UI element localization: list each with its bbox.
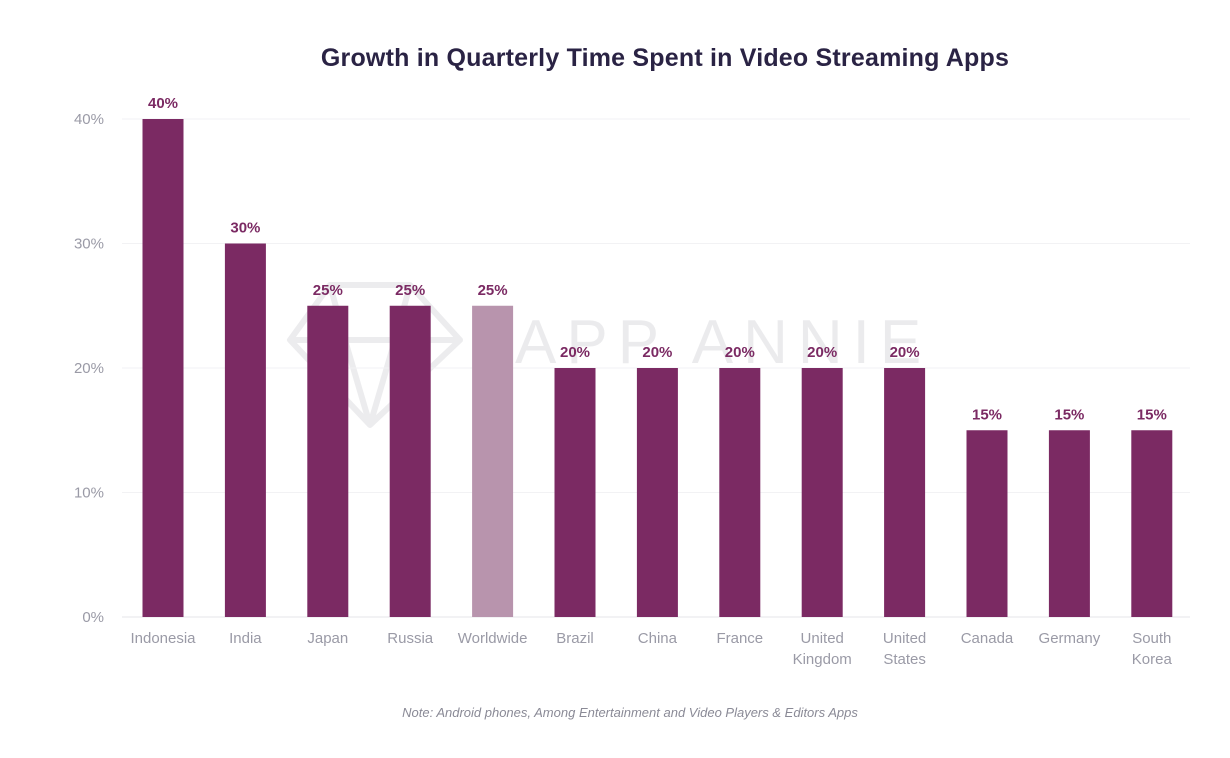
y-tick-label: 10% bbox=[74, 485, 104, 502]
bar bbox=[719, 368, 761, 617]
bar-value-label: 15% bbox=[1054, 406, 1084, 423]
x-category-label: South bbox=[1132, 630, 1171, 647]
bar bbox=[801, 368, 843, 617]
x-category-label: China bbox=[638, 630, 678, 647]
x-category-label: Brazil bbox=[556, 630, 594, 647]
bar-value-label: 20% bbox=[807, 344, 837, 361]
bar bbox=[142, 119, 184, 617]
x-category-label: Canada bbox=[961, 630, 1014, 647]
bar-value-label: 25% bbox=[395, 282, 425, 299]
y-tick-label: 30% bbox=[74, 236, 104, 253]
x-category-label: France bbox=[716, 630, 763, 647]
x-category-label: India bbox=[229, 630, 262, 647]
x-category-label: Indonesia bbox=[130, 630, 196, 647]
bars bbox=[142, 119, 1173, 617]
bar-value-label: 20% bbox=[890, 344, 920, 361]
y-tick-label: 40% bbox=[74, 111, 104, 128]
watermark-text: APP ANNIE bbox=[515, 308, 931, 377]
bar-value-label: 25% bbox=[478, 282, 508, 299]
x-category-label: States bbox=[883, 651, 926, 668]
x-category-label: Kingdom bbox=[793, 651, 852, 668]
bar-value-label: 20% bbox=[560, 344, 590, 361]
bar bbox=[554, 368, 596, 617]
bar-value-label: 25% bbox=[313, 282, 343, 299]
y-tick-label: 20% bbox=[74, 360, 104, 377]
x-category-label: United bbox=[801, 630, 844, 647]
x-axis: Indonesia India Japan Russia Worldwide Brazil… bbox=[130, 630, 1172, 668]
y-axis: 0% 10% 20% 30% 40% bbox=[74, 111, 104, 626]
bar bbox=[224, 243, 266, 617]
bar bbox=[307, 305, 349, 617]
bar bbox=[884, 368, 926, 617]
bar-value-label: 15% bbox=[972, 406, 1002, 423]
x-category-label: Germany bbox=[1039, 630, 1101, 647]
bar bbox=[1131, 430, 1173, 617]
bar bbox=[472, 305, 514, 617]
bar-value-label: 20% bbox=[642, 344, 672, 361]
x-category-label: Japan bbox=[307, 630, 348, 647]
y-tick-label: 0% bbox=[82, 609, 104, 626]
bar bbox=[966, 430, 1008, 617]
bar-value-label: 15% bbox=[1137, 406, 1167, 423]
x-category-label: Worldwide bbox=[458, 630, 528, 647]
value-labels: 40% 30% 25% 25% 25% 20% 20% 20% 20% 20% 15% 15% 15% bbox=[148, 95, 1167, 423]
x-category-label: Russia bbox=[387, 630, 434, 647]
bar-value-label: 40% bbox=[148, 95, 178, 112]
chart-note: Note: Android phones, Among Entertainmen… bbox=[402, 705, 858, 720]
chart-title: Growth in Quarterly Time Spent in Video … bbox=[320, 44, 1010, 72]
bar bbox=[1048, 430, 1090, 617]
bar bbox=[636, 368, 678, 617]
bar-value-label: 30% bbox=[230, 220, 260, 237]
x-category-label: United bbox=[883, 630, 926, 647]
app-annie-watermark: APP ANNIE bbox=[287, 282, 931, 428]
bar-value-label: 20% bbox=[725, 344, 755, 361]
x-category-label: Korea bbox=[1132, 651, 1173, 668]
bar bbox=[389, 305, 431, 617]
